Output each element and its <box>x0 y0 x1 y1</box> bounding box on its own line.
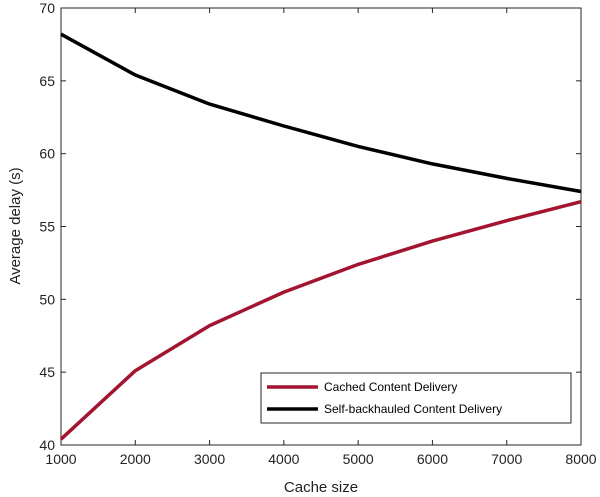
y-tick-label: 70 <box>39 0 55 16</box>
y-tick-label: 50 <box>39 291 55 307</box>
y-tick-label: 45 <box>39 364 55 380</box>
x-tick-label: 3000 <box>194 451 225 467</box>
x-tick-label: 6000 <box>417 451 448 467</box>
x-axis-label: Cache size <box>284 479 358 496</box>
x-tick-label: 7000 <box>491 451 522 467</box>
x-tick-label: 1000 <box>45 451 76 467</box>
y-axis-label: Average delay (s) <box>7 167 24 284</box>
y-tick-label: 60 <box>39 146 55 162</box>
x-tick-label: 5000 <box>343 451 374 467</box>
x-tick-label: 4000 <box>268 451 299 467</box>
x-tick-label: 2000 <box>120 451 151 467</box>
legend-label-cached: Cached Content Delivery <box>324 380 457 394</box>
y-tick-label: 40 <box>39 437 55 453</box>
legend: Cached Content Delivery Self-backhauled … <box>261 373 571 423</box>
legend-label-self-backhauled: Self-backhauled Content Delivery <box>324 402 502 416</box>
y-tick-label: 65 <box>39 73 55 89</box>
y-tick-label: 55 <box>39 219 55 235</box>
x-tick-label: 8000 <box>565 451 596 467</box>
